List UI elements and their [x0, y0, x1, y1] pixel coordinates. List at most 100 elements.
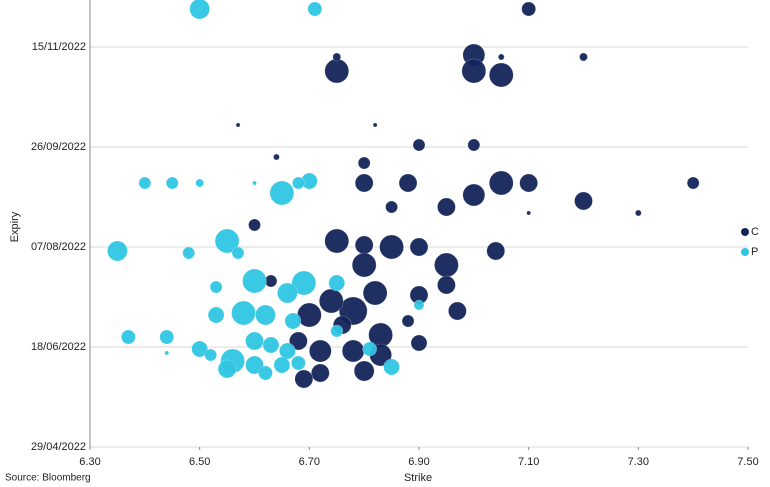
bubble [231, 300, 256, 326]
legend-label: C [751, 226, 759, 238]
bubble [310, 363, 330, 383]
bubble [255, 304, 276, 326]
bubble [398, 173, 418, 193]
bubble [138, 176, 152, 190]
x-tick-label: 6.50 [189, 456, 210, 468]
x-tick-label: 7.50 [737, 456, 758, 468]
bubble [217, 359, 237, 379]
bubble [353, 360, 375, 382]
bubble [635, 209, 642, 217]
bubble [235, 122, 241, 128]
bubble [574, 191, 593, 211]
bubble [401, 314, 415, 328]
bubble [686, 176, 700, 190]
bubble [308, 339, 332, 363]
bubble [354, 235, 374, 255]
bubble [383, 358, 400, 376]
bubble [258, 365, 273, 381]
bubble [273, 356, 291, 374]
y-tick-label: 07/08/2022 [31, 241, 86, 253]
bubble [248, 218, 261, 232]
bubble [488, 170, 514, 196]
plot-area [107, 0, 700, 389]
x-tick-label: 6.70 [299, 456, 320, 468]
x-tick-label: 7.10 [518, 456, 539, 468]
labels: Strike Expiry Source: Bloomberg 29/04/20… [5, 41, 759, 484]
bubble [252, 180, 257, 186]
bubble [191, 340, 208, 358]
legend-swatch [741, 248, 749, 256]
bubble [165, 176, 179, 190]
bubble [245, 355, 264, 375]
bubble [107, 240, 128, 262]
bubble [269, 180, 295, 206]
bubble [497, 53, 505, 61]
bubble [410, 334, 428, 352]
bubble [351, 252, 377, 278]
bubble [231, 246, 245, 260]
bubble [362, 280, 388, 306]
bubble [519, 173, 538, 193]
bubble [207, 306, 225, 324]
bubble [195, 178, 204, 188]
legend-label: P [751, 246, 758, 258]
bubble [379, 234, 404, 260]
bubble [486, 241, 506, 261]
bubble [273, 153, 280, 161]
bubble [284, 312, 302, 330]
y-tick-label: 15/11/2022 [32, 41, 86, 53]
bubble [279, 342, 296, 360]
grid [89, 0, 749, 450]
bubble [209, 280, 223, 294]
source-note: Source: Bloomberg [5, 473, 91, 484]
bubble [277, 282, 298, 304]
bubble [467, 138, 481, 152]
y-tick-label: 29/04/2022 [31, 441, 86, 453]
bubble [437, 275, 456, 295]
x-tick-label: 7.30 [628, 456, 649, 468]
x-tick-label: 6.30 [79, 456, 100, 468]
bubble [437, 197, 456, 217]
bubble [461, 58, 487, 84]
bubble [328, 274, 346, 292]
bubble [242, 268, 267, 294]
bubble [362, 341, 377, 357]
x-tick-label: 6.90 [408, 456, 429, 468]
bubble [318, 288, 344, 314]
y-tick-label: 18/06/2022 [31, 341, 86, 353]
bubble [372, 122, 378, 128]
bubble [332, 52, 342, 62]
bubble [413, 299, 425, 311]
bubble [448, 301, 467, 321]
bubble [579, 52, 588, 62]
legend-swatch [741, 228, 749, 236]
bubble [291, 355, 306, 371]
bubble [354, 173, 374, 193]
x-axis-title: Strike [404, 472, 432, 484]
bubble [214, 228, 240, 254]
bubble [385, 200, 398, 214]
bubble [324, 58, 350, 84]
bubble [307, 1, 323, 17]
bubble [521, 1, 536, 17]
bubble [526, 210, 531, 216]
bubble [294, 369, 314, 389]
bubble [341, 339, 365, 363]
bubble [409, 237, 429, 257]
bubble [291, 270, 317, 296]
bubble [297, 302, 322, 328]
bubble [245, 331, 264, 351]
bubble [488, 62, 514, 88]
y-tick-label: 26/09/2022 [31, 141, 86, 153]
bubble [189, 0, 210, 20]
bubble [159, 329, 175, 345]
bubble [204, 348, 217, 362]
bubble [462, 183, 486, 207]
bubble [182, 246, 195, 260]
bubble [434, 252, 459, 278]
y-axis-title: Expiry [9, 211, 21, 242]
bubble [357, 156, 371, 170]
bubble [121, 329, 136, 345]
bubble [289, 331, 308, 351]
